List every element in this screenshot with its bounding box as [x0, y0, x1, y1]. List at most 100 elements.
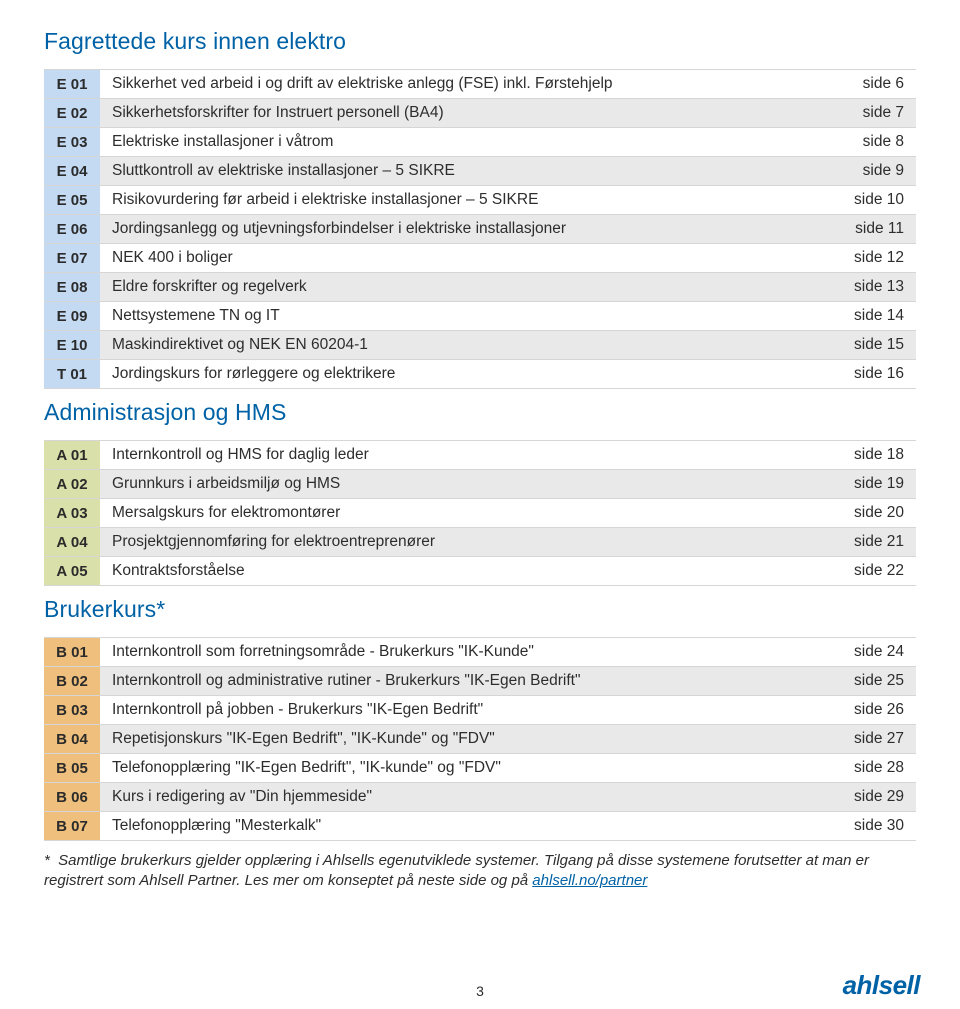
course-page: side 27 [836, 725, 916, 753]
course-page: side 22 [836, 557, 916, 585]
course-description: Internkontroll og HMS for daglig leder [100, 441, 836, 469]
table-row: B 06Kurs i redigering av "Din hjemmeside… [44, 783, 916, 812]
section-heading: Fagrettede kurs innen elektro [44, 28, 916, 55]
course-code: E 05 [44, 186, 100, 214]
table-row: B 05Telefonopplæring "IK-Egen Bedrift", … [44, 754, 916, 783]
course-page: side 15 [836, 331, 916, 359]
course-description: Internkontroll på jobben - Brukerkurs "I… [100, 696, 836, 724]
course-code: E 04 [44, 157, 100, 185]
footnote: * Samtlige brukerkurs gjelder opplæring … [44, 851, 916, 892]
table-row: E 06Jordingsanlegg og utjevningsforbinde… [44, 215, 916, 244]
course-page: side 28 [836, 754, 916, 782]
course-page: side 16 [836, 360, 916, 388]
course-page: side 7 [836, 99, 916, 127]
course-description: Grunnkurs i arbeidsmiljø og HMS [100, 470, 836, 498]
section-heading: Administrasjon og HMS [44, 399, 916, 426]
table-row: A 01Internkontroll og HMS for daglig led… [44, 441, 916, 470]
course-description: Elektriske installasjoner i våtrom [100, 128, 836, 156]
footnote-text: * Samtlige brukerkurs gjelder opplæring … [44, 852, 869, 889]
course-page: side 29 [836, 783, 916, 811]
course-page: side 19 [836, 470, 916, 498]
course-page: side 24 [836, 638, 916, 666]
table-row: E 01Sikkerhet ved arbeid i og drift av e… [44, 70, 916, 99]
table-row: A 03Mersalgskurs for elektromontørerside… [44, 499, 916, 528]
course-page: side 10 [836, 186, 916, 214]
course-description: Telefonopplæring "Mesterkalk" [100, 812, 836, 840]
footnote-link[interactable]: ahlsell.no/partner [532, 872, 647, 889]
course-description: Sikkerhet ved arbeid i og drift av elekt… [100, 70, 836, 98]
table-row: E 10Maskindirektivet og NEK EN 60204-1si… [44, 331, 916, 360]
course-code: E 08 [44, 273, 100, 301]
table-row: B 04Repetisjonskurs "IK-Egen Bedrift", "… [44, 725, 916, 754]
course-page: side 11 [836, 215, 916, 243]
course-code: A 02 [44, 470, 100, 498]
course-page: side 12 [836, 244, 916, 272]
course-code: E 02 [44, 99, 100, 127]
course-code: A 01 [44, 441, 100, 469]
section-heading: Brukerkurs* [44, 596, 916, 623]
table-row: B 02Internkontroll og administrative rut… [44, 667, 916, 696]
course-description: Kontraktsforståelse [100, 557, 836, 585]
course-table: E 01Sikkerhet ved arbeid i og drift av e… [44, 69, 916, 389]
footer: 3 [0, 983, 960, 999]
course-code: B 04 [44, 725, 100, 753]
table-row: A 05Kontraktsforståelseside 22 [44, 557, 916, 586]
page-number: 3 [476, 983, 484, 999]
course-code: E 06 [44, 215, 100, 243]
course-description: Nettsystemene TN og IT [100, 302, 836, 330]
course-description: Jordingsanlegg og utjevningsforbindelser… [100, 215, 836, 243]
course-code: B 02 [44, 667, 100, 695]
course-table: A 01Internkontroll og HMS for daglig led… [44, 440, 916, 586]
course-code: B 01 [44, 638, 100, 666]
course-code: B 07 [44, 812, 100, 840]
table-row: A 02Grunnkurs i arbeidsmiljø og HMSside … [44, 470, 916, 499]
course-description: Mersalgskurs for elektromontører [100, 499, 836, 527]
course-page: side 18 [836, 441, 916, 469]
course-description: NEK 400 i boliger [100, 244, 836, 272]
course-description: Internkontroll og administrative rutiner… [100, 667, 836, 695]
table-row: B 03Internkontroll på jobben - Brukerkur… [44, 696, 916, 725]
course-page: side 30 [836, 812, 916, 840]
table-row: B 01Internkontroll som forretningsområde… [44, 638, 916, 667]
course-description: Maskindirektivet og NEK EN 60204-1 [100, 331, 836, 359]
course-description: Prosjektgjennomføring for elektroentrepr… [100, 528, 836, 556]
table-row: E 09Nettsystemene TN og ITside 14 [44, 302, 916, 331]
course-description: Sluttkontroll av elektriske installasjon… [100, 157, 836, 185]
course-description: Repetisjonskurs "IK-Egen Bedrift", "IK-K… [100, 725, 836, 753]
course-table: B 01Internkontroll som forretningsområde… [44, 637, 916, 841]
table-row: E 04Sluttkontroll av elektriske installa… [44, 157, 916, 186]
table-row: E 07NEK 400 i boligerside 12 [44, 244, 916, 273]
course-code: A 03 [44, 499, 100, 527]
course-code: E 03 [44, 128, 100, 156]
course-code: B 03 [44, 696, 100, 724]
course-description: Telefonopplæring "IK-Egen Bedrift", "IK-… [100, 754, 836, 782]
course-description: Sikkerhetsforskrifter for Instruert pers… [100, 99, 836, 127]
course-description: Internkontroll som forretningsområde - B… [100, 638, 836, 666]
course-page: side 6 [836, 70, 916, 98]
course-code: E 10 [44, 331, 100, 359]
course-description: Kurs i redigering av "Din hjemmeside" [100, 783, 836, 811]
course-code: B 06 [44, 783, 100, 811]
course-code: B 05 [44, 754, 100, 782]
table-row: E 05Risikovurdering før arbeid i elektri… [44, 186, 916, 215]
course-page: side 20 [836, 499, 916, 527]
course-page: side 9 [836, 157, 916, 185]
table-row: E 03Elektriske installasjoner i våtromsi… [44, 128, 916, 157]
table-row: A 04Prosjektgjennomføring for elektroent… [44, 528, 916, 557]
course-page: side 21 [836, 528, 916, 556]
table-row: E 02Sikkerhetsforskrifter for Instruert … [44, 99, 916, 128]
course-code: A 05 [44, 557, 100, 585]
course-code: E 09 [44, 302, 100, 330]
course-description: Eldre forskrifter og regelverk [100, 273, 836, 301]
course-description: Risikovurdering før arbeid i elektriske … [100, 186, 836, 214]
course-page: side 26 [836, 696, 916, 724]
course-page: side 8 [836, 128, 916, 156]
course-page: side 14 [836, 302, 916, 330]
course-description: Jordingskurs for rørleggere og elektrike… [100, 360, 836, 388]
course-page: side 25 [836, 667, 916, 695]
table-row: B 07Telefonopplæring "Mesterkalk"side 30 [44, 812, 916, 841]
table-row: T 01Jordingskurs for rørleggere og elekt… [44, 360, 916, 389]
course-code: E 01 [44, 70, 100, 98]
course-code: A 04 [44, 528, 100, 556]
table-row: E 08Eldre forskrifter og regelverkside 1… [44, 273, 916, 302]
